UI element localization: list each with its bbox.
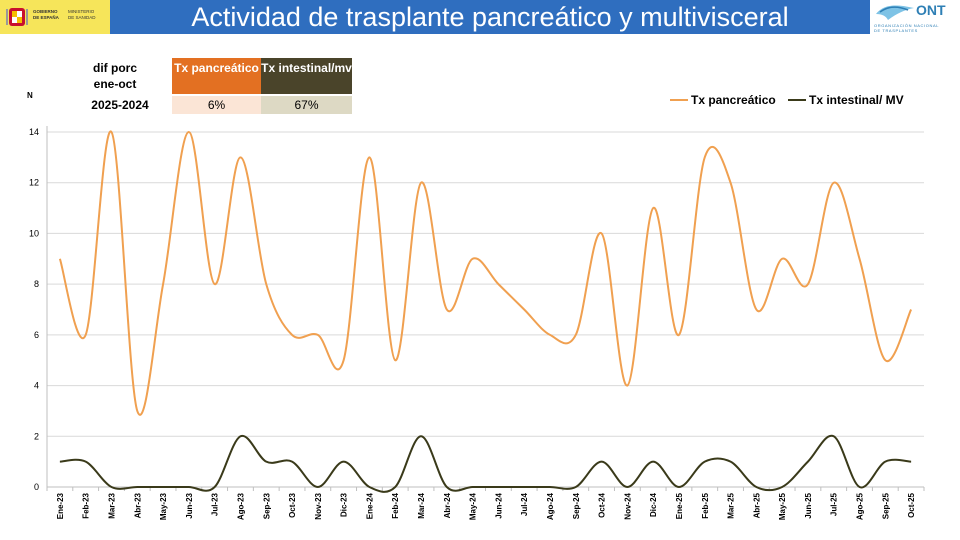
x-tick-label: May-24 [469,492,478,520]
gov-ministry-text: MINISTERIO DE SANIDAD [68,9,96,20]
y-tick-label: 8 [34,279,39,289]
x-tick-label: Mar-25 [727,492,736,518]
x-tick-label: Feb-24 [391,492,400,518]
x-tick-label: Ene-24 [365,492,374,519]
row-label-dif: dif porc ene-oct [60,60,170,92]
x-tick-label: Oct-23 [288,492,297,517]
legend-label-intestinal: Tx intestinal/ MV [809,93,904,107]
series-line-pancreatico [58,130,913,416]
x-tick-label: Mar-23 [107,492,116,518]
row-label-years: 2025-2024 [91,98,149,112]
x-tick-label: Oct-24 [598,492,607,517]
x-tick-label: Ago-23 [236,492,245,520]
x-tick-label: Jul-23 [211,492,220,516]
x-tick-label: May-23 [159,492,168,520]
value-intestinal: 67% [261,96,352,114]
x-tick-label: Jun-25 [804,492,813,518]
y-tick-label: 0 [34,482,39,492]
x-tick-label: Ago-25 [856,492,865,520]
legend-label-pancreatico: Tx pancreático [691,93,776,107]
x-tick-label: Abr-24 [443,492,452,518]
y-axis-label: N [27,91,33,100]
x-tick-label: Jul-25 [830,492,839,516]
x-tick-label: Feb-25 [701,492,710,518]
col-header-intestinal: Tx intestinal/mv [261,58,352,94]
x-tick-label: Dic-23 [340,492,349,517]
ont-logo: ONT ORGANIZACIÓN NACIONAL DE TRASPLANTES [870,0,960,34]
gov-logo-text: GOBIERNO DE ESPAÑA [33,9,59,20]
x-tick-label: Ene-23 [56,492,65,519]
title-bar: Actividad de trasplante pancreático y mu… [110,0,870,34]
x-tick-label: Sep-24 [572,492,581,519]
coat-of-arms-icon [6,8,28,26]
y-tick-label: 4 [34,381,39,391]
y-tick-label: 14 [29,127,39,137]
header: GOBIERNO DE ESPAÑA MINISTERIO DE SANIDAD… [0,0,960,34]
x-tick-label: Nov-24 [623,492,632,519]
ont-logo-subtitle: ORGANIZACIÓN NACIONAL DE TRASPLANTES [874,23,940,33]
x-tick-label: Dic-24 [649,492,658,517]
row-label-line1: dif porc [93,61,137,75]
series-line-intestinal [59,434,912,493]
legend-swatch-pancreatico [670,98,688,101]
y-tick-label: 12 [29,178,39,188]
x-tick-label: Sep-25 [881,492,890,519]
x-tick-label: Ene-25 [675,492,684,519]
x-tick-label: Abr-23 [133,492,142,518]
legend-item-intestinal: Tx intestinal/ MV [788,93,904,107]
government-logo: GOBIERNO DE ESPAÑA MINISTERIO DE SANIDAD [0,0,110,34]
x-tick-label: Mar-24 [417,492,426,518]
x-tick-label: Oct-25 [907,492,916,517]
x-tick-label: Nov-23 [314,492,323,519]
x-tick-label: Ago-24 [546,492,555,520]
y-tick-label: 2 [34,431,39,441]
value-pancreatico: 6% [172,96,261,114]
x-tick-label: Sep-23 [262,492,271,519]
x-tick-label: Feb-23 [82,492,91,518]
x-tick-label: Jul-24 [520,492,529,516]
col-header-pancreatico: Tx pancreático [172,58,261,94]
ont-logo-text: ONT [916,2,946,18]
page-title: Actividad de trasplante pancreático y mu… [191,2,789,32]
y-tick-label: 10 [29,228,39,238]
ont-bird-icon [876,5,914,20]
y-tick-label: 6 [34,330,39,340]
x-tick-label: Abr-25 [752,492,761,518]
legend-item-pancreatico: Tx pancreático [670,93,776,107]
x-tick-label: Jun-23 [185,492,194,518]
row-label-line2: ene-oct [93,77,137,91]
x-tick-label: May-25 [778,492,787,520]
x-tick-label: Jun-24 [494,492,503,518]
legend-swatch-intestinal [788,98,806,101]
